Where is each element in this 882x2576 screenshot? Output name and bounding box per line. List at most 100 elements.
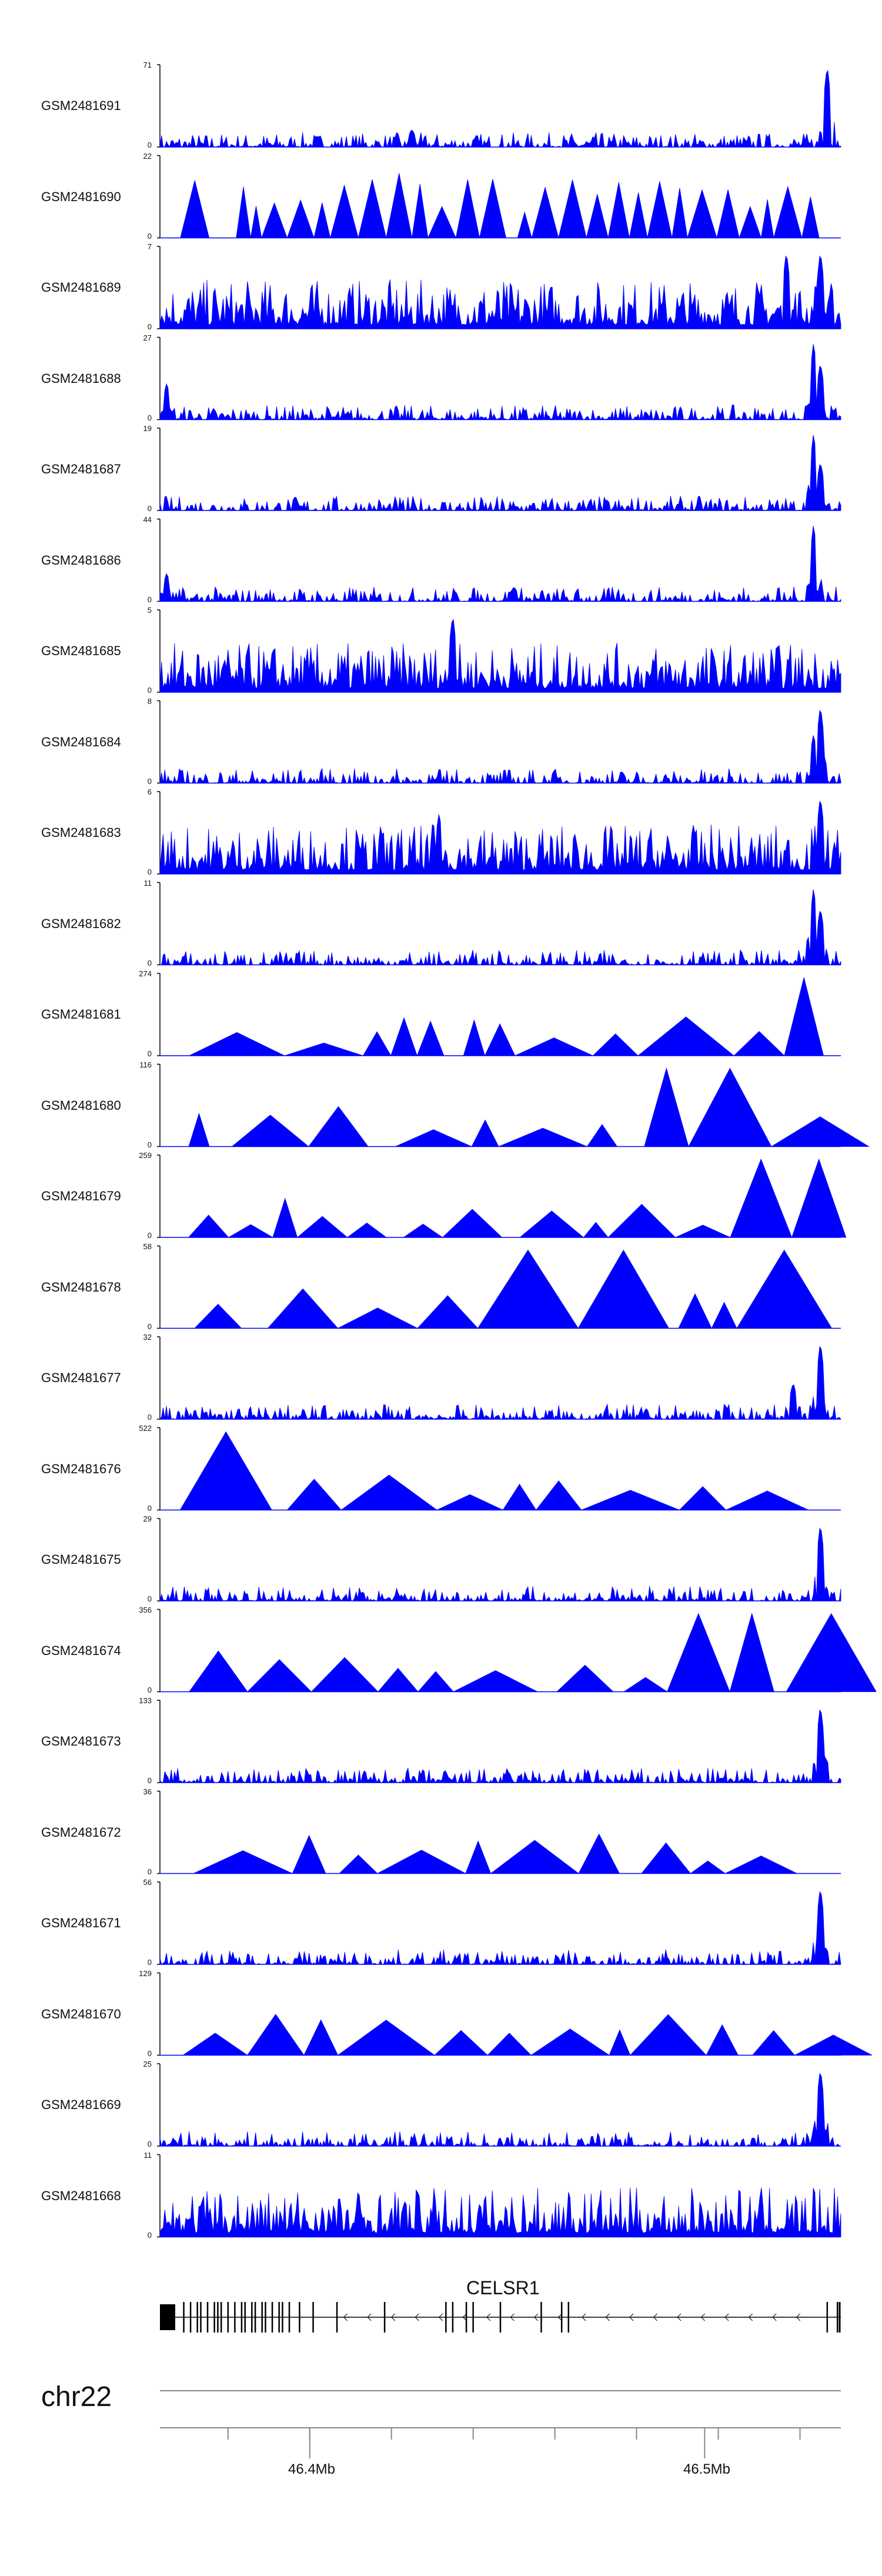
- y-max-label: 356: [139, 1605, 152, 1614]
- y-min-label: 0: [147, 776, 152, 786]
- y-min-label: 0: [147, 1776, 152, 1785]
- y-max-label: 6: [147, 788, 152, 796]
- strand-arrow: [391, 2313, 396, 2321]
- y-min-label: 0: [147, 1049, 152, 1058]
- y-max-label: 259: [139, 1151, 152, 1160]
- coverage-area-GSM2481686: [159, 526, 841, 602]
- y-max-label: 58: [143, 1242, 152, 1251]
- strand-arrow: [677, 2313, 681, 2321]
- track-label-GSM2481672: GSM2481672: [41, 1824, 121, 1840]
- y-min-label: 0: [147, 1594, 152, 1603]
- track-label-GSM2481687: GSM2481687: [41, 462, 121, 476]
- y-max-label: 7: [147, 242, 152, 251]
- y-min-label: 0: [147, 141, 152, 149]
- y-max-label: 522: [139, 1423, 152, 1433]
- strand-arrow: [772, 2313, 777, 2321]
- track-label-GSM2481668: GSM2481668: [41, 2188, 121, 2203]
- y-min-label: 0: [147, 595, 152, 604]
- track-label-GSM2481679: GSM2481679: [41, 1189, 121, 1203]
- y-max-label: 274: [139, 969, 152, 978]
- y-min-label: 0: [147, 2140, 152, 2148]
- coverage-area-GSM2481677: [159, 1346, 841, 1420]
- y-max-label: 56: [143, 1878, 152, 1887]
- track-label-GSM2481684: GSM2481684: [41, 734, 121, 749]
- track-label-GSM2481686: GSM2481686: [41, 552, 121, 568]
- strand-arrow: [343, 2313, 348, 2321]
- y-min-label: 0: [147, 2230, 152, 2240]
- strand-arrow: [796, 2313, 801, 2321]
- coverage-area-GSM2481674: [189, 1613, 877, 1693]
- coverage-area-GSM2481676: [179, 1431, 809, 1511]
- coverage-area-GSM2481683: [159, 800, 841, 875]
- track-label-GSM2481678: GSM2481678: [41, 1279, 121, 1294]
- track-label-GSM2481689: GSM2481689: [41, 280, 121, 295]
- track-label-GSM2481671: GSM2481671: [41, 1916, 121, 1930]
- y-max-label: 44: [143, 515, 152, 524]
- strand-arrow: [605, 2313, 610, 2321]
- y-min-label: 0: [147, 1322, 152, 1331]
- strand-arrow: [510, 2313, 514, 2321]
- coverage-area-GSM2481689: [159, 255, 841, 329]
- gene-name-label: CELSR1: [466, 2277, 540, 2298]
- y-max-label: 25: [143, 2060, 152, 2068]
- y-min-label: 0: [147, 231, 152, 241]
- y-max-label: 19: [143, 424, 152, 433]
- y-min-label: 0: [147, 867, 152, 876]
- coverage-area-GSM2481672: [193, 1833, 797, 1874]
- track-label-GSM2481674: GSM2481674: [41, 1643, 121, 1658]
- y-max-label: 129: [139, 1968, 152, 1978]
- y-min-label: 0: [147, 504, 152, 513]
- y-min-label: 0: [147, 1503, 152, 1513]
- coverage-area-GSM2481690: [180, 173, 830, 239]
- track-label-GSM2481683: GSM2481683: [41, 825, 121, 840]
- track-label-GSM2481675: GSM2481675: [41, 1552, 121, 1567]
- y-min-label: 0: [147, 1231, 152, 1240]
- coverage-area-GSM2481681: [189, 977, 824, 1057]
- strand-arrow: [486, 2313, 491, 2321]
- y-max-label: 71: [143, 61, 152, 69]
- y-min-label: 0: [147, 1140, 152, 1149]
- y-max-label: 36: [143, 1787, 152, 1796]
- coverage-area-GSM2481680: [188, 1067, 870, 1147]
- track-label-GSM2481682: GSM2481682: [41, 916, 121, 931]
- coverage-area-GSM2481691: [159, 69, 841, 148]
- track-label-GSM2481670: GSM2481670: [41, 2006, 121, 2021]
- x-tick-label-1: 46.4Mb: [288, 2461, 336, 2477]
- coverage-area-GSM2481668: [159, 2187, 841, 2237]
- track-label-GSM2481677: GSM2481677: [41, 1370, 121, 1385]
- strand-arrow: [629, 2313, 634, 2321]
- strand-arrow: [367, 2313, 372, 2321]
- y-max-label: 133: [139, 1696, 152, 1705]
- track-label-GSM2481688: GSM2481688: [41, 371, 121, 386]
- coverage-area-GSM2481687: [159, 435, 841, 512]
- coverage-area-GSM2481678: [193, 1249, 833, 1329]
- strand-arrow: [653, 2313, 657, 2321]
- track-label-GSM2481681: GSM2481681: [41, 1007, 121, 1022]
- track-label-GSM2481680: GSM2481680: [41, 1097, 121, 1113]
- y-min-label: 0: [147, 958, 152, 967]
- y-min-label: 0: [147, 686, 152, 695]
- track-label-GSM2481676: GSM2481676: [41, 1461, 121, 1476]
- coverage-area-GSM2481679: [188, 1158, 847, 1239]
- y-min-label: 0: [147, 1685, 152, 1694]
- coverage-area-GSM2481669: [159, 2073, 841, 2147]
- track-label-GSM2481690: GSM2481690: [41, 189, 121, 204]
- x-tick-label-2: 46.5Mb: [683, 2461, 731, 2477]
- y-min-label: 0: [147, 2048, 152, 2058]
- strand-arrow: [462, 2313, 467, 2321]
- chromosome-label: chr22: [41, 2381, 112, 2413]
- gene-utr-block: [160, 2304, 175, 2330]
- strand-arrow: [557, 2313, 562, 2321]
- y-max-label: 11: [143, 878, 152, 887]
- track-label-GSM2481685: GSM2481685: [41, 643, 121, 658]
- y-min-label: 0: [147, 1958, 152, 1967]
- y-min-label: 0: [147, 1867, 152, 1876]
- y-max-label: 11: [143, 2150, 152, 2160]
- track-label-GSM2481669: GSM2481669: [41, 2097, 121, 2112]
- y-max-label: 22: [143, 151, 152, 161]
- coverage-area-GSM2481673: [159, 1709, 841, 1784]
- coverage-area-GSM2481670: [182, 2014, 873, 2056]
- strand-arrow: [439, 2313, 443, 2321]
